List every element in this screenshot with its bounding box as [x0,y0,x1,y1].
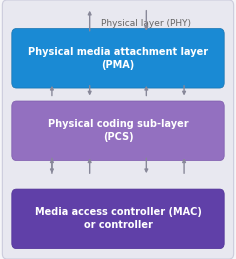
FancyBboxPatch shape [12,189,224,249]
FancyBboxPatch shape [12,101,224,161]
Text: Physical media attachment layer
(PMA): Physical media attachment layer (PMA) [28,47,208,70]
Text: Physical layer (PHY): Physical layer (PHY) [101,19,191,28]
Text: Media access controller (MAC)
or controller: Media access controller (MAC) or control… [34,207,202,231]
FancyBboxPatch shape [12,28,224,88]
Text: Physical coding sub-layer
(PCS): Physical coding sub-layer (PCS) [48,119,188,142]
